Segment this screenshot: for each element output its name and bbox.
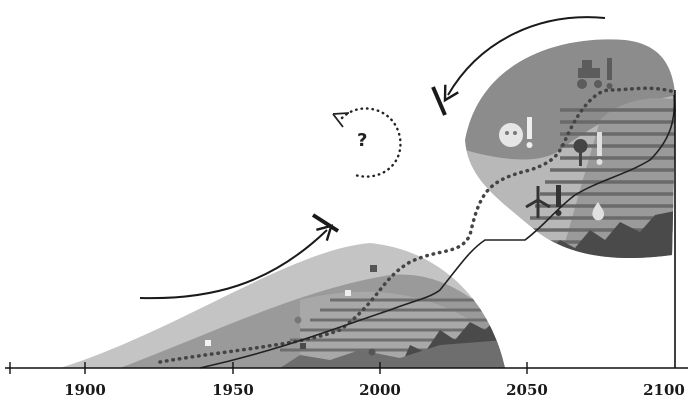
question-mark: ?: [357, 130, 368, 151]
solid-trend-line: [199, 94, 676, 369]
left-icon-square-3: [205, 340, 211, 346]
right-blob: [465, 39, 676, 259]
x-tick-1900: 1900: [64, 381, 106, 399]
face-icon-eye: [505, 131, 509, 135]
x-tick-2050: 2050: [506, 381, 548, 399]
dotted-trend-line: [158, 86, 677, 364]
wind-turbine-icon: [525, 186, 551, 218]
face-icon: [499, 123, 523, 147]
lower-curved-arrow: [139, 224, 334, 300]
x-tick-1950: 1950: [212, 381, 254, 399]
x-axis-ticks: [9, 362, 528, 374]
exclamation-icon: [597, 132, 602, 156]
left-icon-square-2: [345, 290, 351, 296]
exclamation-icon: [526, 142, 533, 148]
question-cycle-arrowhead: [332, 112, 350, 128]
tractor-icon: [577, 60, 602, 89]
upper-barrier-mark: [431, 86, 447, 116]
face-icon-eye: [513, 131, 517, 135]
x-tick-2100: 2100: [643, 381, 685, 399]
x-tick-2000: 2000: [359, 381, 401, 399]
question-cycle-arrow: [340, 107, 402, 178]
left-icon-dot-1: [294, 316, 302, 324]
left-blob: [60, 243, 505, 368]
left-icon-square-1: [370, 265, 377, 272]
exclamation-icon: [527, 117, 532, 139]
exclamation-icon: [607, 58, 612, 80]
exclamation-icon: [556, 185, 561, 207]
tree-icon: [573, 139, 588, 166]
upper-curved-arrow: [443, 16, 606, 103]
lower-barrier-mark: [311, 213, 340, 233]
exclamation-icon: [596, 159, 603, 165]
exclamation-icon: [606, 83, 613, 89]
water-drop-icon: [592, 202, 605, 221]
left-icon-square-4: [300, 343, 306, 349]
left-icon-dot-2: [368, 348, 376, 356]
